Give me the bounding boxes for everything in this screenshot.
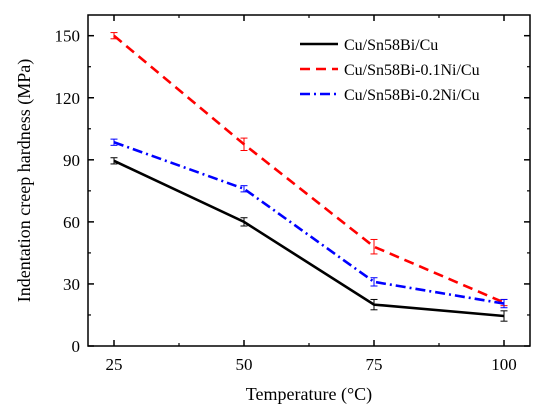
series-3 <box>110 138 508 309</box>
error-bar <box>110 32 118 40</box>
x-tick-label: 100 <box>491 355 517 374</box>
legend-label: Cu/Sn58Bi-0.2Ni/Cu <box>344 87 480 104</box>
error-bar <box>110 157 118 165</box>
series-1 <box>110 157 508 322</box>
y-tick-label: 60 <box>63 213 80 232</box>
y-tick-label: 90 <box>63 151 80 170</box>
y-tick-label: 0 <box>72 337 81 356</box>
series-line <box>113 159 505 318</box>
legend-entry: Cu/Sn58Bi/Cu <box>300 37 438 54</box>
y-axis-title: Indentation creep hardness (MPa) <box>14 59 35 302</box>
error-bar <box>370 277 378 287</box>
legend-entry: Cu/Sn58Bi-0.1Ni/Cu <box>300 62 480 79</box>
error-bar <box>240 217 248 227</box>
legend-entry: Cu/Sn58Bi-0.2Ni/Cu <box>300 87 480 104</box>
legend-label: Cu/Sn58Bi-0.1Ni/Cu <box>344 62 480 79</box>
x-tick-label: 25 <box>106 355 123 374</box>
error-bar <box>110 138 118 146</box>
y-tick-label: 150 <box>55 27 81 46</box>
error-bar <box>370 238 378 255</box>
error-bar <box>500 298 508 309</box>
error-bar <box>370 298 378 311</box>
x-axis-title: Temperature (°C) <box>246 384 372 405</box>
x-tick-label: 50 <box>236 355 253 374</box>
y-tick-label: 120 <box>55 89 81 108</box>
x-tick-label: 75 <box>366 355 383 374</box>
error-bar <box>240 185 248 193</box>
series-line <box>113 141 505 305</box>
y-tick-label: 30 <box>63 275 80 294</box>
error-bar <box>240 137 248 152</box>
error-bar <box>500 310 508 322</box>
series-line <box>113 34 505 304</box>
legend-label: Cu/Sn58Bi/Cu <box>344 37 438 54</box>
